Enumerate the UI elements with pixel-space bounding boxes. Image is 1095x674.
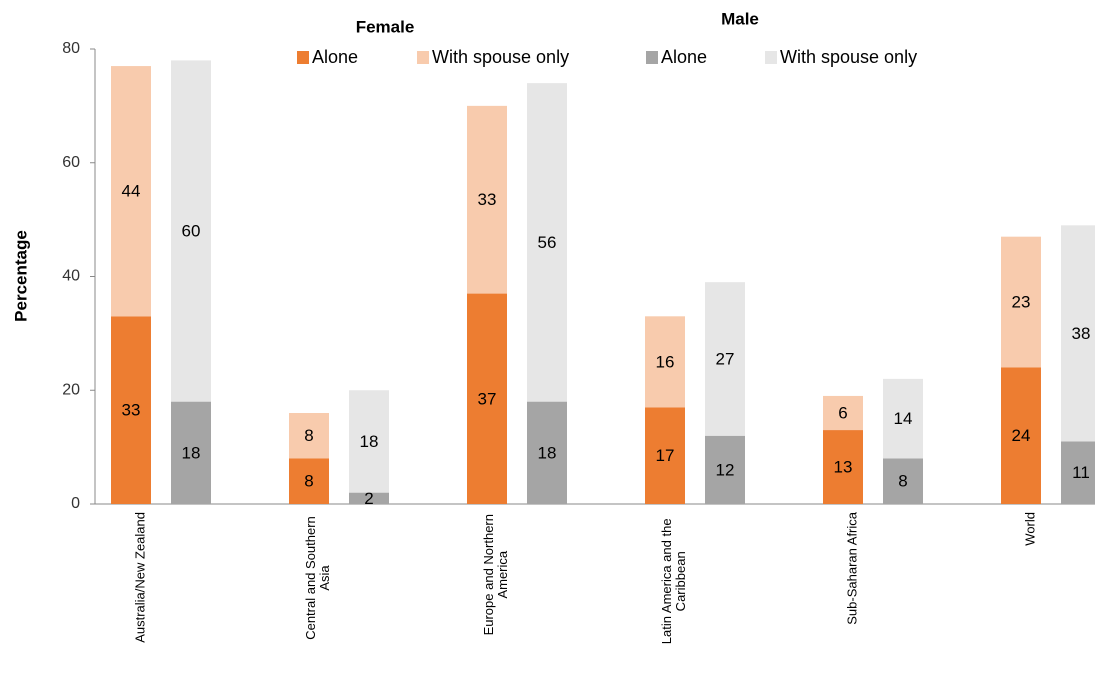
data-label: 13	[834, 458, 853, 477]
data-label: 24	[1012, 426, 1031, 445]
legend-swatch	[297, 51, 309, 64]
legend-label: With spouse only	[780, 47, 917, 67]
data-label: 33	[122, 401, 141, 420]
data-label: 18	[538, 443, 557, 462]
bar-segment	[1001, 367, 1041, 504]
bar-segment	[349, 492, 389, 504]
y-tick-label: 60	[62, 154, 80, 171]
bar-segment	[527, 83, 567, 402]
legend-label: Alone	[312, 47, 358, 67]
bar-segment	[289, 413, 329, 459]
data-label: 17	[656, 446, 675, 465]
bar-segment	[171, 60, 211, 402]
data-label: 6	[838, 403, 847, 422]
legend-label: With spouse only	[432, 47, 569, 67]
bar-segment	[111, 66, 151, 317]
data-label: 8	[898, 472, 907, 491]
legend-group-title: Male	[721, 9, 759, 28]
bar-segment	[1061, 441, 1095, 504]
data-label: 18	[360, 432, 379, 451]
data-label: 8	[304, 472, 313, 491]
data-label: 18	[182, 443, 201, 462]
legend-swatch	[765, 51, 777, 64]
y-tick-label: 20	[62, 381, 80, 398]
legend-group-title: Female	[356, 17, 415, 36]
data-label: 38	[1072, 324, 1091, 343]
bar-segment	[823, 430, 863, 504]
data-label: 27	[716, 349, 735, 368]
bar-segment	[645, 407, 685, 504]
data-label: 11	[1072, 463, 1090, 482]
legend-swatch	[646, 51, 658, 64]
y-axis-title: Percentage	[11, 230, 30, 322]
bar-segment	[527, 401, 567, 504]
x-tick-label: Latin America and theCaribbean	[659, 518, 688, 644]
bar-segment	[705, 435, 745, 504]
data-label: 12	[716, 460, 735, 479]
bar-segment	[705, 282, 745, 436]
legend-swatch	[417, 51, 429, 64]
data-label: 8	[304, 426, 313, 445]
y-tick-label: 80	[62, 40, 80, 57]
data-label: 37	[478, 389, 497, 408]
data-label: 56	[538, 233, 557, 252]
x-tick-label: Central and SouthernAsia	[303, 516, 332, 640]
data-label: 33	[478, 190, 497, 209]
bar-segment	[467, 293, 507, 504]
x-tick-label: Australia/New Zealand	[132, 512, 147, 643]
data-label: 14	[894, 409, 913, 428]
y-tick-label: 40	[62, 268, 80, 285]
bar-segment	[349, 390, 389, 493]
bar-segment	[645, 316, 685, 408]
bar-segment	[883, 458, 923, 504]
bar-segment	[883, 378, 923, 459]
bar-segment	[289, 458, 329, 504]
bar-segment	[823, 395, 863, 431]
data-label: 23	[1012, 293, 1031, 312]
data-label: 60	[182, 221, 201, 240]
x-tick-label: Europe and NorthernAmerica	[481, 514, 510, 635]
bar-segment	[1001, 236, 1041, 368]
bar-segment	[171, 401, 211, 504]
bar-segment	[111, 316, 151, 504]
bar-segment	[467, 105, 507, 294]
data-label: 2	[364, 489, 373, 508]
y-tick-label: 0	[71, 495, 80, 512]
data-label: 44	[122, 182, 141, 201]
bar-segment	[1061, 225, 1095, 442]
data-label: 16	[656, 352, 675, 371]
x-tick-label: World	[1022, 512, 1037, 546]
legend-label: Alone	[661, 47, 707, 67]
x-tick-label: Sub-Saharan Africa	[844, 511, 859, 625]
